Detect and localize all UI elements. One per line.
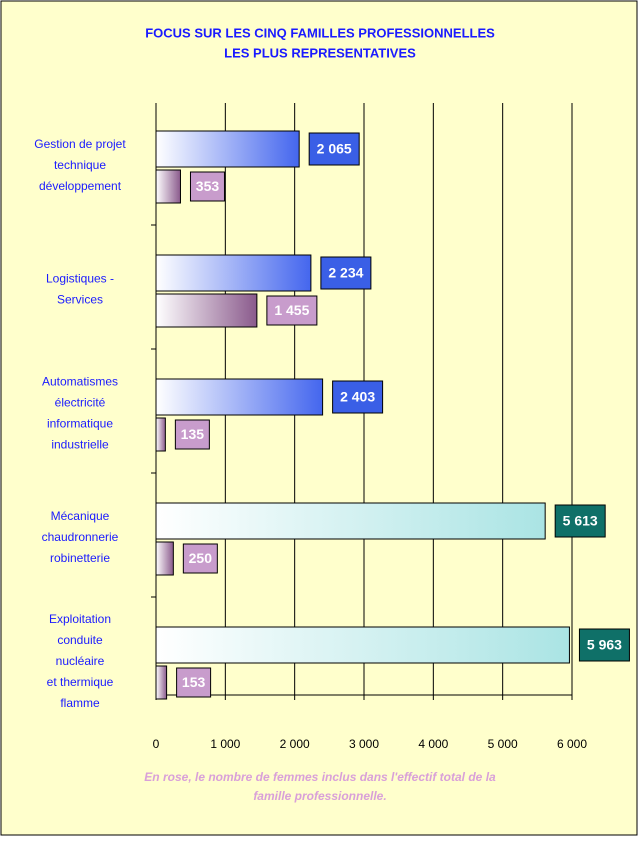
x-tick-label: 4 000	[418, 737, 448, 751]
value-label: 2 234	[328, 265, 363, 281]
value-label: 5 963	[587, 637, 622, 653]
value-label-box	[332, 380, 384, 414]
chart-title: LES PLUS REPRESENTATIVES	[224, 45, 416, 60]
y-tick-label: chaudronnerie	[42, 530, 119, 544]
value-label: 1 455	[274, 302, 309, 318]
y-tick-label: et thermique	[47, 675, 114, 689]
x-tick-label: 3 000	[349, 737, 379, 751]
y-tick-label: nucléaire	[56, 654, 105, 668]
x-tick-label: 6 000	[557, 737, 587, 751]
y-tick-label: Gestion de projet	[34, 137, 126, 151]
bar	[155, 502, 546, 540]
y-tick-label: robinetterie	[50, 551, 110, 565]
bar	[155, 293, 258, 328]
value-label-box	[308, 132, 360, 166]
value-label: 5 613	[563, 513, 598, 529]
value-label-box	[554, 504, 606, 538]
y-tick-label: Logistiques -	[46, 272, 114, 286]
x-tick-label: 5 000	[488, 737, 518, 751]
value-label: 353	[196, 178, 220, 194]
y-tick-label: technique	[54, 158, 106, 172]
bar	[155, 626, 570, 664]
x-tick-label: 2 000	[280, 737, 310, 751]
y-tick-label: industrielle	[51, 438, 109, 452]
bar	[155, 541, 174, 576]
bar	[155, 665, 168, 700]
y-tick-label: Mécanique	[51, 509, 110, 523]
footnote: famille professionnelle.	[253, 789, 386, 803]
y-tick-label: Services	[57, 293, 103, 307]
y-tick-label: flamme	[60, 696, 100, 710]
x-tick-label: 0	[153, 737, 160, 751]
chart-title: FOCUS SUR LES CINQ FAMILLES PROFESSIONNE…	[145, 25, 495, 40]
bar	[155, 169, 181, 204]
bar	[155, 254, 312, 292]
x-tick-label: 1 000	[210, 737, 240, 751]
value-label-box	[578, 628, 630, 662]
value-label: 135	[181, 426, 205, 442]
bar	[155, 417, 166, 452]
y-tick-label: informatique	[47, 417, 113, 431]
value-label-box	[266, 295, 318, 326]
y-tick-label: Exploitation	[49, 612, 111, 626]
y-tick-label: développement	[39, 179, 122, 193]
bar	[155, 378, 324, 416]
value-label-box	[174, 419, 210, 450]
value-label-box	[176, 667, 212, 698]
y-tick-label: conduite	[57, 633, 103, 647]
bar	[155, 130, 300, 168]
footnote: En rose, le nombre de femmes inclus dans…	[144, 770, 496, 784]
value-label: 153	[182, 674, 206, 690]
value-label-box	[320, 256, 372, 290]
value-label-box	[182, 543, 218, 574]
y-tick-label: Automatismes	[42, 375, 118, 389]
value-label: 2 403	[340, 389, 375, 405]
value-label: 250	[189, 550, 213, 566]
value-label-box	[189, 171, 225, 202]
value-label: 2 065	[317, 141, 352, 157]
y-tick-label: électricité	[55, 396, 106, 410]
